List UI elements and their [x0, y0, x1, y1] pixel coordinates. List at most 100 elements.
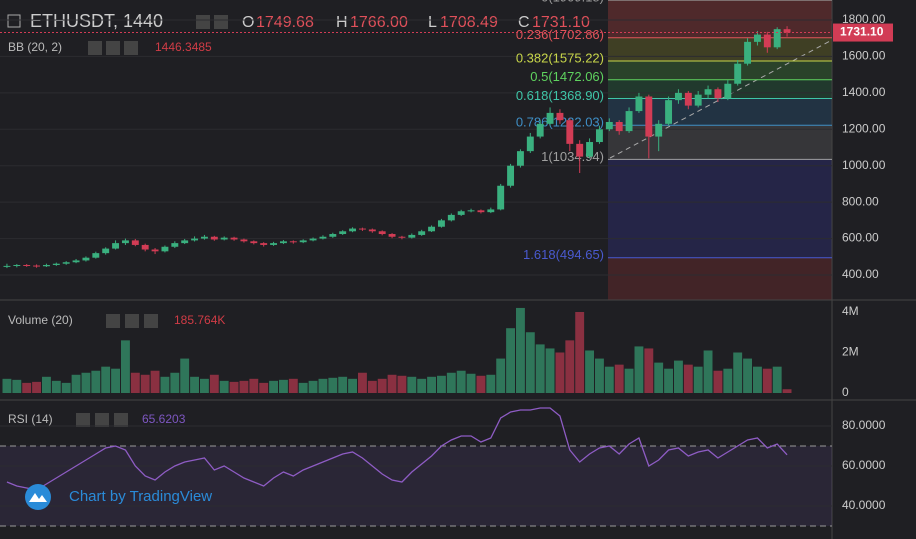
volume-bar	[180, 358, 190, 393]
volume-bar	[417, 378, 427, 393]
icon[interactable]	[124, 41, 138, 55]
ohlc-value: 1766.00	[350, 14, 408, 31]
volume-bar	[377, 378, 387, 393]
ohlc-label: H	[336, 14, 348, 31]
volume-bar	[357, 372, 367, 393]
candle-body	[507, 165, 515, 186]
icon[interactable]	[106, 314, 120, 328]
icon[interactable]	[95, 413, 109, 427]
volume-bar	[545, 348, 555, 393]
candle-body	[408, 234, 416, 238]
rsi-band	[0, 446, 832, 526]
rsi-tick-label: 40.0000	[842, 498, 886, 512]
candle-body	[289, 241, 297, 243]
volume-bar	[446, 372, 456, 393]
candle-body	[586, 142, 594, 157]
icon[interactable]	[125, 314, 139, 328]
volume-bar	[32, 381, 42, 393]
volume-bar	[594, 358, 604, 393]
ohlc-value: 1708.49	[440, 14, 498, 31]
volume-bar	[269, 380, 279, 393]
candle-body	[112, 243, 120, 249]
candle-body	[240, 239, 248, 242]
volume-bar	[565, 340, 575, 393]
icon[interactable]	[144, 314, 158, 328]
volume-bar	[683, 364, 693, 393]
candle-body	[398, 236, 406, 238]
watermark[interactable]: Chart by TradingView	[69, 488, 212, 505]
candle-body	[477, 210, 485, 213]
candle-body	[270, 243, 278, 245]
candle-body	[230, 237, 238, 240]
fib-label: 1(1034.94)	[541, 149, 604, 164]
candle-body	[763, 34, 771, 48]
volume-bar	[170, 372, 180, 393]
fib-zone	[608, 37, 832, 61]
candle-body	[33, 265, 41, 267]
candle-body	[309, 238, 317, 241]
volume-bar	[664, 368, 674, 393]
volume-bar	[634, 346, 644, 393]
volume-bar	[338, 376, 348, 393]
candle-body	[467, 210, 475, 212]
plot: 400.00 600.00 800.00 1000.00 1200.00 1400.00 1…	[0, 0, 893, 527]
volume-bar	[348, 378, 358, 393]
candle-body	[734, 63, 742, 84]
volume-bar	[111, 368, 121, 393]
candle-body	[72, 260, 80, 263]
candle-body	[210, 236, 218, 240]
candle-body	[329, 234, 337, 237]
candle-body	[694, 94, 702, 106]
candle-body	[349, 228, 357, 232]
candle-body	[635, 96, 643, 112]
candle-body	[141, 244, 149, 250]
icon[interactable]	[106, 41, 120, 55]
candle-body	[220, 237, 228, 240]
volume-bar	[61, 382, 71, 393]
fib-label: 0.236(1702.86)	[516, 27, 604, 42]
volume-bar	[278, 379, 288, 393]
rsi-tick-label: 80.0000	[842, 418, 886, 432]
volume-bar	[713, 370, 723, 393]
indicator-label: BB (20, 2)	[8, 40, 62, 54]
symbol-title: ETHUSDT, 1440	[30, 11, 163, 31]
volume-bar	[673, 360, 683, 393]
volume-bar	[387, 374, 397, 393]
rsi-tick-label: 60.0000	[842, 458, 886, 472]
candle-body	[191, 238, 199, 241]
price-tick-label: 1800.00	[842, 12, 886, 26]
volume-tick-label: 0	[842, 385, 849, 399]
fib-label: 0.5(1472.06)	[530, 69, 604, 84]
collapse-icon[interactable]	[7, 14, 21, 28]
candle-body	[546, 112, 554, 124]
volume-bar	[604, 366, 614, 393]
volume-tick-label: 2M	[842, 345, 859, 359]
volume-bar	[456, 370, 466, 393]
logo[interactable]	[25, 484, 51, 510]
price-tick-label: 400.00	[842, 267, 879, 281]
price-tick-label: 1200.00	[842, 121, 886, 135]
volume-bar	[427, 376, 437, 393]
icon[interactable]	[88, 41, 102, 55]
last-price-label: 1731.10	[840, 25, 884, 39]
candle-body	[161, 246, 169, 252]
volume-bar	[199, 378, 209, 393]
icon[interactable]	[196, 15, 210, 29]
icon[interactable]	[76, 413, 90, 427]
volume-bar	[308, 380, 318, 393]
volume-bar	[140, 374, 150, 393]
volume-bar	[91, 370, 101, 393]
volume-bar	[160, 376, 170, 393]
volume-bar	[2, 378, 12, 393]
indicator-label: RSI (14)	[8, 412, 53, 426]
candle-body	[279, 241, 287, 244]
icon[interactable]	[114, 413, 128, 427]
volume-bar	[436, 375, 446, 393]
fib-zone	[608, 0, 832, 300]
volume-bar	[41, 376, 51, 393]
candle-body	[428, 226, 436, 232]
icon[interactable]	[214, 15, 228, 29]
volume-bar	[575, 312, 585, 393]
